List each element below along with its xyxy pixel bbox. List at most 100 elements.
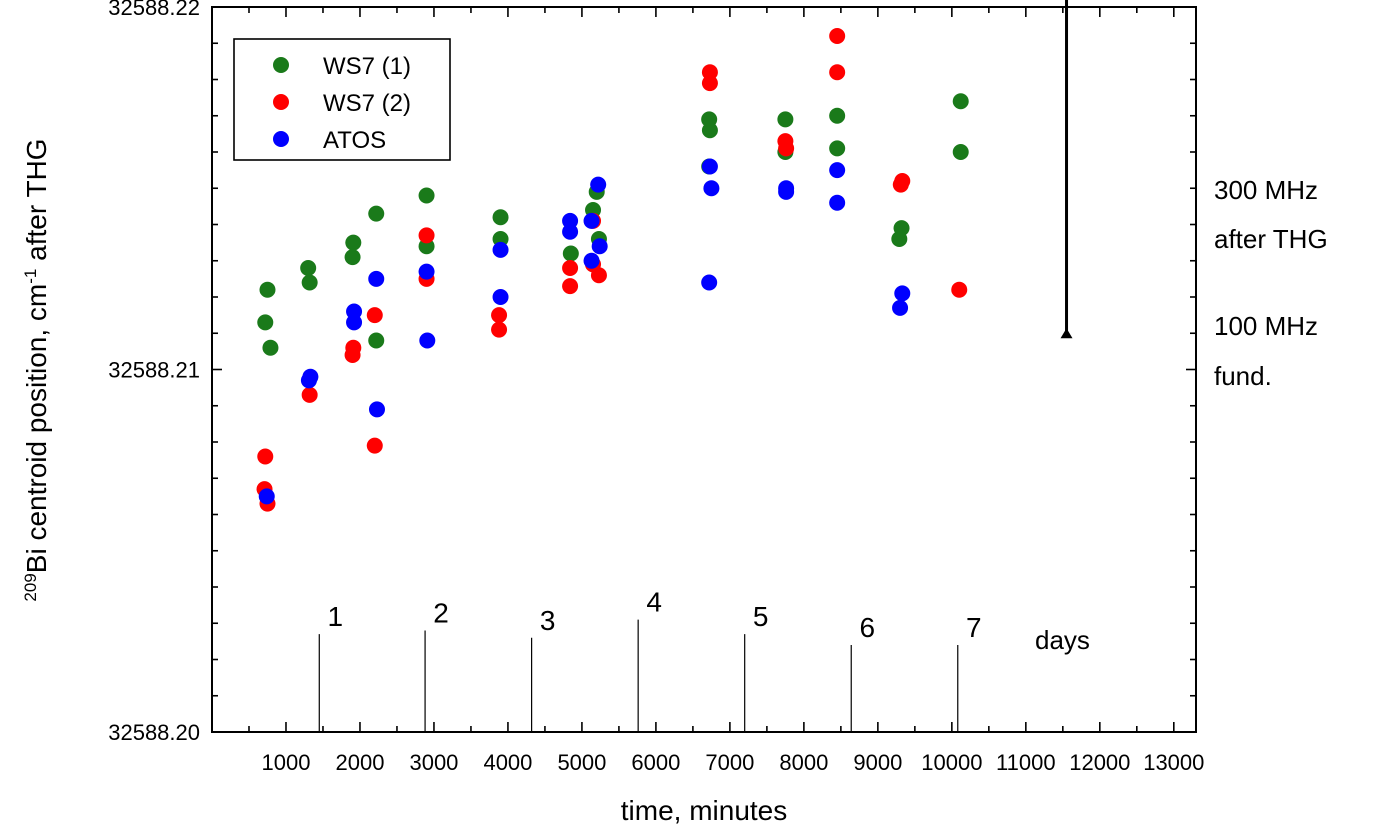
day-marker-label: 2 (433, 598, 449, 629)
data-point-ws7-1 (345, 234, 362, 251)
x-tick-label: 9000 (853, 750, 902, 775)
data-point-ws7-2 (701, 75, 718, 92)
data-point-ws7-1 (259, 281, 276, 298)
data-point-ws7-2 (951, 281, 968, 298)
data-point-ws7-1 (701, 122, 718, 139)
data-point-atos (778, 183, 795, 200)
data-point-ws7-1 (418, 187, 435, 204)
y-tick-label: 32588.20 (108, 720, 200, 745)
data-point-atos (892, 299, 909, 316)
legend-box (233, 38, 451, 161)
data-point-ws7-1 (368, 205, 385, 222)
y-axis-label: 209Bi centroid position, cm-1 after THG (21, 138, 52, 601)
data-point-atos (492, 241, 509, 258)
data-point-atos (583, 252, 600, 269)
legend: WS7 (1) WS7 (2) ATOS (233, 38, 451, 161)
day-markers: 1 2 3 4 5 6 7 days (318, 587, 1090, 732)
data-point-atos (894, 285, 911, 302)
data-point-ws7-1 (368, 332, 385, 349)
data-point-ws7-1 (893, 220, 910, 237)
data-point-ws7-1 (952, 93, 969, 110)
annotations: 300 MHz after THG 100 MHz fund. (1060, 0, 1328, 391)
data-point-ws7-1 (777, 111, 794, 128)
data-point-ws7-2 (562, 278, 579, 295)
day-marker-label: 4 (646, 587, 662, 618)
legend-marker (273, 57, 289, 73)
axes: 1000 2000 3000 4000 5000 6000 7000 8000 9000 1000… (21, 0, 1204, 826)
data-point-ws7-1 (300, 260, 317, 276)
data-point-ws7-1 (952, 144, 969, 160)
x-tick-label: 4000 (483, 750, 532, 775)
data-point-atos (590, 176, 607, 193)
data-point-atos (829, 194, 846, 211)
legend-label: WS7 (2) (323, 90, 411, 117)
data-points (256, 28, 969, 512)
data-point-atos (829, 162, 846, 179)
legend-label: ATOS (323, 127, 386, 154)
day-marker-label: 5 (753, 601, 769, 632)
x-tick-label: 10000 (921, 750, 982, 775)
legend-marker (273, 94, 289, 110)
x-tick-label: 11000 (996, 750, 1056, 775)
data-point-ws7-2 (562, 260, 579, 276)
data-point-ws7-1 (257, 314, 274, 331)
data-point-atos (418, 263, 435, 280)
y-axis-label-sup2: -1 (21, 269, 40, 284)
data-point-ws7-2 (894, 173, 911, 189)
data-point-ws7-2 (829, 64, 846, 81)
days-label: days (1035, 625, 1090, 655)
x-tick-label: 8000 (779, 750, 828, 775)
data-point-ws7-2 (491, 321, 508, 338)
data-point-ws7-1 (829, 140, 846, 157)
y-axis-label-tail: after THG (21, 138, 52, 268)
x-tick-label: 12000 (1069, 750, 1130, 775)
data-point-ws7-1 (344, 249, 361, 266)
data-point-atos (591, 238, 608, 255)
data-point-atos (562, 223, 579, 240)
data-point-atos (258, 488, 275, 505)
data-point-atos (492, 289, 509, 305)
x-tick-label: 13000 (1143, 750, 1204, 775)
legend-label: WS7 (1) (323, 53, 411, 80)
data-point-ws7-2 (301, 386, 318, 403)
data-point-ws7-1 (562, 245, 579, 262)
data-point-ws7-2 (418, 227, 435, 244)
data-point-atos (419, 332, 436, 349)
x-tick-label: 1000 (262, 750, 311, 775)
annotation-text: fund. (1214, 361, 1272, 391)
data-point-atos (583, 212, 600, 229)
day-marker-label: 1 (327, 601, 343, 632)
y-axis-label-main: Bi centroid position, cm (21, 284, 52, 573)
data-point-atos (701, 158, 718, 175)
data-point-ws7-2 (345, 339, 362, 356)
data-point-ws7-1 (829, 107, 846, 124)
day-marker-label: 7 (966, 612, 982, 643)
legend-marker (273, 131, 289, 147)
day-marker-label: 6 (859, 612, 875, 643)
data-point-ws7-1 (301, 274, 318, 291)
day-marker-label: 3 (540, 605, 556, 636)
data-point-atos (703, 180, 720, 197)
data-point-ws7-2 (257, 448, 274, 465)
data-point-atos (701, 274, 718, 291)
x-tick-label: 6000 (631, 750, 680, 775)
data-point-ws7-2 (778, 140, 795, 157)
data-point-atos (300, 372, 317, 389)
annotation-text: 100 MHz (1214, 311, 1318, 341)
annotation-text: 300 MHz (1214, 175, 1318, 205)
data-point-ws7-2 (366, 307, 383, 324)
data-point-atos (368, 270, 385, 287)
x-tick-label: 3000 (409, 750, 458, 775)
data-point-ws7-2 (829, 28, 846, 44)
data-point-ws7-2 (590, 267, 607, 284)
x-tick-label: 5000 (557, 750, 606, 775)
annotation-text: after THG (1214, 224, 1328, 254)
data-point-ws7-2 (491, 307, 508, 324)
data-point-atos (368, 401, 385, 418)
x-tick-label: 7000 (705, 750, 754, 775)
data-point-ws7-1 (262, 339, 279, 356)
y-tick-label: 32588.22 (108, 0, 200, 20)
y-axis-label-sup: 209 (21, 573, 40, 601)
data-point-ws7-2 (366, 437, 383, 454)
